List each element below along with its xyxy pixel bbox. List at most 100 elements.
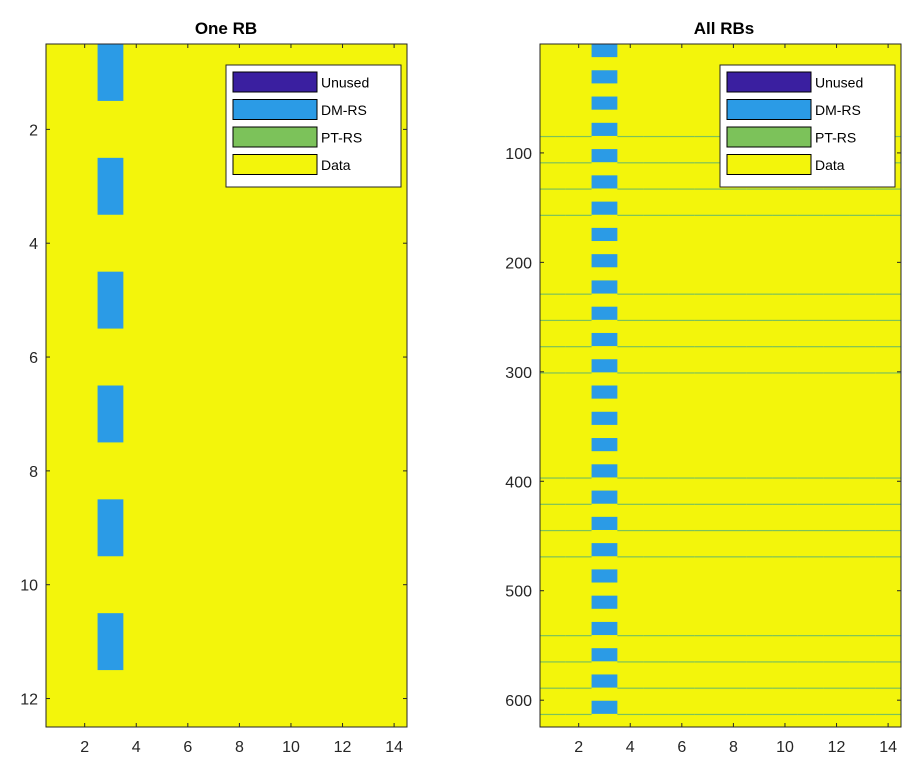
dmrs-block bbox=[591, 359, 618, 373]
ptrs-cell bbox=[668, 503, 695, 505]
ptrs-cell bbox=[668, 661, 695, 663]
legend-label: Unused bbox=[815, 75, 863, 91]
ptrs-cell bbox=[565, 503, 592, 505]
y-tick-label: 4 bbox=[29, 236, 38, 253]
ptrs-cell bbox=[565, 188, 592, 190]
ptrs-cell bbox=[617, 214, 644, 216]
ptrs-cell bbox=[540, 346, 566, 348]
ptrs-cell bbox=[875, 293, 901, 295]
ptrs-cell bbox=[668, 687, 695, 689]
ptrs-cell bbox=[694, 162, 721, 164]
ptrs-cell bbox=[823, 661, 850, 663]
ptrs-cell bbox=[746, 477, 773, 479]
dmrs-block bbox=[591, 411, 618, 425]
ptrs-cell bbox=[617, 529, 644, 532]
ptrs-cell bbox=[643, 713, 669, 716]
ptrs-cell bbox=[540, 135, 566, 138]
legend-swatch bbox=[726, 154, 812, 175]
ptrs-cell bbox=[565, 477, 592, 479]
dmrs-block bbox=[591, 280, 618, 294]
dmrs-cell bbox=[97, 44, 124, 101]
ptrs-cell bbox=[797, 713, 824, 716]
ptrs-cell bbox=[772, 556, 798, 558]
ptrs-cell bbox=[746, 214, 773, 216]
ptrs-cell bbox=[772, 713, 798, 716]
x-tick-label: 6 bbox=[183, 739, 192, 756]
ptrs-cell bbox=[643, 346, 669, 348]
ptrs-cell bbox=[540, 529, 566, 532]
legend: Unused DM-RS PT-RS Data bbox=[719, 64, 896, 188]
x-tick-label: 6 bbox=[677, 739, 686, 756]
x-tick-label: 12 bbox=[334, 739, 352, 756]
dmrs-block bbox=[591, 543, 618, 557]
ptrs-cell bbox=[875, 214, 901, 216]
ptrs-cell bbox=[797, 319, 824, 322]
ptrs-cell bbox=[849, 372, 876, 374]
ptrs-cell bbox=[565, 346, 592, 348]
dmrs-block bbox=[591, 96, 618, 110]
ptrs-cell bbox=[694, 556, 721, 558]
dmrs-cell bbox=[97, 385, 124, 443]
y-tick-label: 400 bbox=[505, 474, 532, 491]
dmrs-block bbox=[591, 674, 618, 688]
y-tick-label: 10 bbox=[20, 578, 38, 595]
ptrs-cell bbox=[720, 293, 747, 295]
dmrs-cell bbox=[97, 271, 124, 329]
ptrs-cell bbox=[668, 372, 695, 374]
ptrs-cell bbox=[746, 346, 773, 348]
ptrs-cell bbox=[849, 635, 876, 637]
dmrs-block bbox=[591, 44, 618, 58]
ptrs-cell bbox=[668, 635, 695, 637]
dmrs-block bbox=[591, 595, 618, 609]
x-tick-label: 4 bbox=[132, 739, 141, 756]
x-tick-label: 8 bbox=[235, 739, 244, 756]
ptrs-cell bbox=[797, 503, 824, 505]
ptrs-cell bbox=[565, 556, 592, 558]
ptrs-cell bbox=[823, 713, 850, 716]
ptrs-cell bbox=[849, 319, 876, 322]
dmrs-block bbox=[591, 621, 618, 636]
ptrs-cell bbox=[668, 477, 695, 479]
ptrs-cell bbox=[540, 687, 566, 689]
ptrs-cell bbox=[668, 529, 695, 532]
ptrs-cell bbox=[875, 319, 901, 322]
dmrs-block bbox=[591, 254, 618, 268]
ptrs-cell bbox=[823, 687, 850, 689]
ptrs-cell bbox=[694, 529, 721, 532]
ptrs-cell bbox=[875, 556, 901, 558]
ptrs-cell bbox=[540, 635, 566, 637]
ptrs-cell bbox=[540, 162, 566, 164]
x-tick-label: 8 bbox=[729, 739, 738, 756]
ptrs-cell bbox=[875, 503, 901, 505]
ptrs-cell bbox=[694, 188, 721, 190]
ptrs-cell bbox=[617, 687, 644, 689]
ptrs-cell bbox=[643, 477, 669, 479]
ptrs-cell bbox=[746, 635, 773, 637]
ptrs-cell bbox=[617, 372, 644, 374]
ptrs-cell bbox=[643, 293, 669, 295]
ptrs-cell bbox=[797, 293, 824, 295]
ptrs-cell bbox=[875, 477, 901, 479]
legend-label: DM-RS bbox=[321, 102, 367, 118]
ptrs-cell bbox=[720, 661, 747, 663]
ptrs-cell bbox=[772, 635, 798, 637]
ptrs-cell bbox=[565, 661, 592, 663]
dmrs-block bbox=[591, 227, 618, 242]
x-tick-label: 14 bbox=[385, 739, 403, 756]
axes-title: All RBs bbox=[694, 19, 754, 38]
ptrs-cell bbox=[823, 556, 850, 558]
ptrs-cell bbox=[617, 135, 644, 138]
axes-title: One RB bbox=[195, 19, 257, 38]
y-tick-label: 100 bbox=[505, 146, 532, 163]
ptrs-cell bbox=[643, 319, 669, 322]
y-tick-label: 12 bbox=[20, 692, 38, 709]
ptrs-cell bbox=[823, 319, 850, 322]
legend: Unused DM-RS PT-RS Data bbox=[225, 64, 402, 188]
ptrs-cell bbox=[565, 135, 592, 138]
ptrs-cell bbox=[746, 556, 773, 558]
ptrs-cell bbox=[668, 346, 695, 348]
ptrs-cell bbox=[720, 346, 747, 348]
ptrs-cell bbox=[772, 529, 798, 532]
legend-swatch bbox=[232, 154, 318, 175]
x-tick-label: 12 bbox=[828, 739, 846, 756]
